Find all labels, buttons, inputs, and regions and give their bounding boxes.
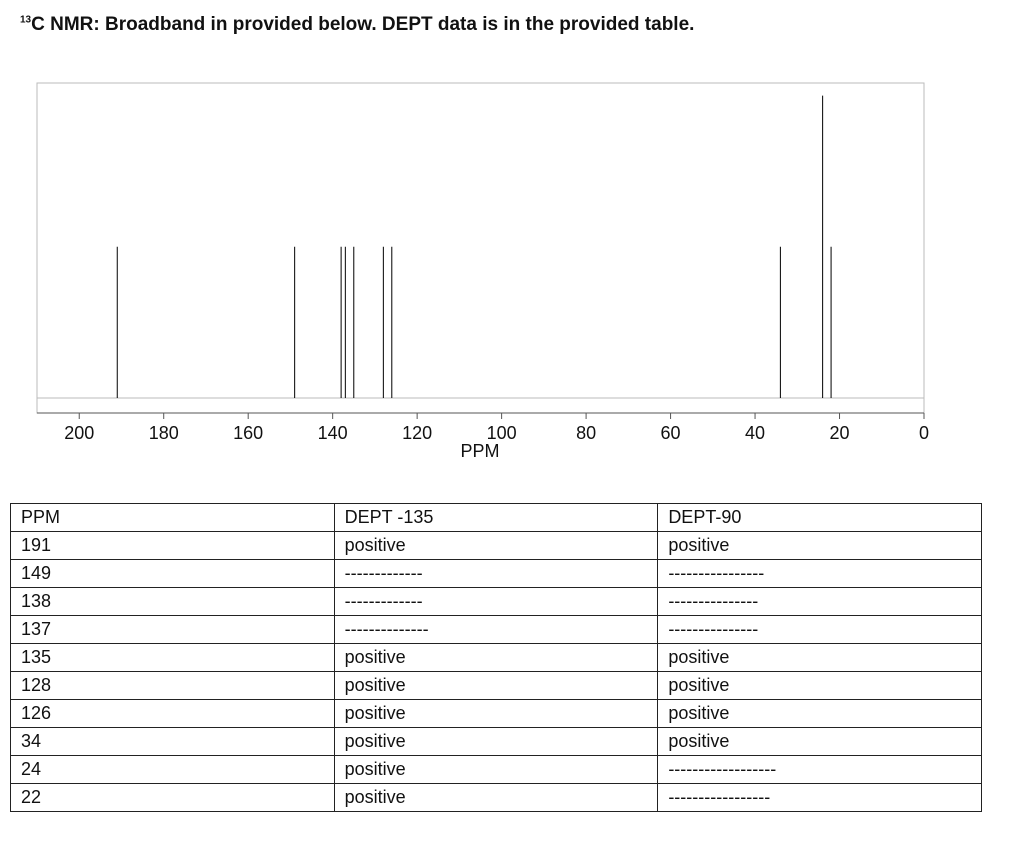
cell: 149 — [10, 559, 335, 588]
cell: 128 — [10, 671, 335, 700]
table-row: 24 positive ------------------ — [10, 755, 982, 784]
cell: --------------- — [657, 587, 982, 616]
cell: 24 — [10, 755, 335, 784]
cell: 126 — [10, 699, 335, 728]
table-row: 138 ------------- --------------- — [10, 587, 982, 616]
cell: ------------- — [333, 559, 659, 588]
cell: positive — [333, 727, 659, 756]
cell: ----------------- — [657, 783, 982, 812]
cell: 135 — [10, 643, 335, 672]
header-row: PPM DEPT -135 DEPT-90 — [10, 503, 982, 532]
cell: positive — [333, 643, 659, 672]
x-tick-label: 60 — [661, 423, 681, 443]
plot-frame — [36, 82, 925, 414]
x-tick-label: 0 — [919, 423, 929, 443]
chart: PPM 200 180 160 140 120 100 80 60 40 20 0 — [36, 82, 929, 461]
cell: positive — [657, 699, 982, 728]
table-row: 149 ------------- ---------------- — [10, 559, 982, 588]
x-tick-label: 80 — [576, 423, 596, 443]
x-tick-label: 200 — [64, 423, 94, 443]
cell: 34 — [10, 727, 335, 756]
superscript: 13 — [20, 14, 32, 26]
table-row: 126 positive positive — [10, 699, 982, 728]
table-row: 135 positive positive — [10, 643, 982, 672]
cell: 138 — [10, 587, 335, 616]
cell: positive — [657, 727, 982, 756]
title: 13C NMR: Broadband in provided below. DE… — [20, 14, 694, 36]
cell: DEPT -135 — [333, 503, 659, 532]
cell: positive — [333, 531, 659, 560]
cell: --------------- — [657, 615, 982, 644]
x-tick-label: 160 — [233, 423, 263, 443]
dept-table: PPM DEPT -135 DEPT-90 191 positive positive 14… — [10, 503, 982, 812]
x-tick-label: 40 — [745, 423, 765, 443]
table-row: 191 positive positive — [10, 531, 982, 560]
x-tick-label: 100 — [487, 423, 517, 443]
table-row: 128 positive positive — [10, 671, 982, 700]
table-row: 34 positive positive — [10, 727, 982, 756]
cell: ------------------ — [657, 755, 982, 784]
cell: 22 — [10, 783, 335, 812]
cell: 191 — [10, 531, 335, 560]
cell: -------------- — [333, 615, 659, 644]
cell: positive — [333, 699, 659, 728]
cell: PPM — [10, 503, 335, 532]
x-tick-label: 120 — [402, 423, 432, 443]
cell: positive — [333, 671, 659, 700]
cell: ------------- — [333, 587, 659, 616]
cell: 137 — [10, 615, 335, 644]
x-tick-label: 20 — [830, 423, 850, 443]
cell: ---------------- — [657, 559, 982, 588]
cell: DEPT-90 — [657, 503, 982, 532]
cell: positive — [657, 643, 982, 672]
cell: positive — [657, 531, 982, 560]
cell: positive — [333, 783, 659, 812]
x-axis-label: PPM — [460, 441, 499, 461]
cell: positive — [333, 755, 659, 784]
x-tick-label: 180 — [149, 423, 179, 443]
table-row: 137 -------------- --------------- — [10, 615, 982, 644]
cell: positive — [657, 671, 982, 700]
x-tick-label: 140 — [318, 423, 348, 443]
table-row: 22 positive ----------------- — [10, 783, 982, 812]
title-text: C NMR: Broadband in provided below. DEPT… — [31, 14, 695, 35]
